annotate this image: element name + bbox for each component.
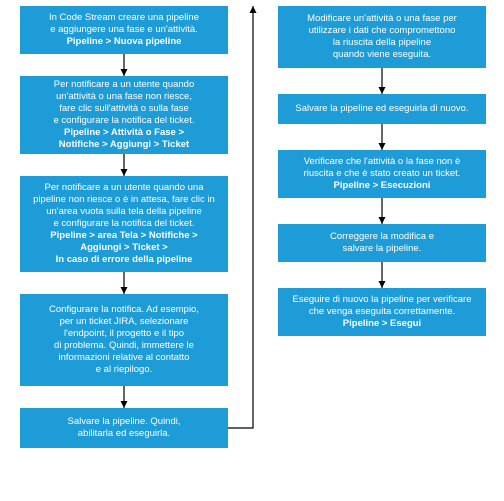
flow-node-text: Salvare la pipeline. Quindi, [67,416,180,428]
flow-node-text: e configurare la notifica del ticket. [54,218,195,230]
flow-node-text: Configurare la notifica. Ad esempio, [49,304,199,316]
flow-node-text: e configurare la notifica del ticket. [54,115,195,127]
flow-node-r2: Salvare la pipeline ed eseguirla di nuov… [278,94,486,124]
flow-node-text: l'endpoint, il progetto e il tipo [64,328,184,340]
flow-node-text: Pipeline > Nuova pipeline [67,36,182,48]
flow-node-text: Salvare la pipeline ed eseguirla di nuov… [295,103,468,115]
flow-node-text: Aggiungi > Ticket > [80,242,167,254]
flow-node-text: per un ticket JIRA, selezionare [60,316,189,328]
flow-node-text: Eseguire di nuovo la pipeline per verifi… [292,294,471,306]
flow-node-text: e al riepilogo. [96,364,153,376]
flow-node-text: salvare la pipeline. [343,243,422,255]
flow-node-text: la riuscita della pipeline [333,37,431,49]
flow-node-l5: Salvare la pipeline. Quindi,abilitarla e… [20,408,228,448]
flow-node-l1: In Code Stream creare una pipelinee aggi… [20,6,228,54]
flow-node-l3: Per notificare a un utente quando unapip… [20,176,228,272]
flow-node-text: Pipeline > Esecuzioni [334,180,431,192]
flow-node-l2: Per notificare a un utente quandoun'atti… [20,76,228,154]
flow-node-r4: Correggere la modifica esalvare la pipel… [278,224,486,262]
flow-node-text: un'area vuota sulla tela della pipeline [46,206,202,218]
flow-node-text: Pipeline > area Tela > Notifiche > [50,230,197,242]
flow-arrow [228,6,253,428]
flow-node-text: utilizzare i dati che compromettono [309,25,456,37]
flow-node-text: un'attività o una fase non riesce, [56,91,192,103]
flow-node-text: Per notificare a un utente quando una [45,182,204,194]
flow-node-text: riuscita e che è stato creato un ticket. [304,168,461,180]
flow-node-text: Verificare che l'attività o la fase non … [304,156,461,168]
flow-node-r5: Eseguire di nuovo la pipeline per verifi… [278,288,486,336]
flow-node-text: pipeline non riesce o è in attesa, fare … [33,194,215,206]
flow-node-text: che venga eseguita correttamente. [309,306,455,318]
flow-node-text: Pipeline > Esegui [343,318,421,330]
flow-node-text: quando viene eseguita. [333,49,431,61]
flow-node-text: Correggere la modifica e [330,231,434,243]
flow-node-text: In caso di errore della pipeline [56,254,193,266]
flow-node-text: fare clic sull'attività o sulla fase [59,103,189,115]
flow-node-text: Per notificare a un utente quando [54,79,195,91]
flow-node-text: Modificare un'attività o una fase per [307,13,457,25]
flow-node-text: informazioni relative al contatto [59,352,190,364]
flow-node-text: Pipeline > Attività o Fase > [64,127,184,139]
flow-node-r1: Modificare un'attività o una fase peruti… [278,6,486,68]
flow-node-text: abilitarla ed eseguirla. [78,428,170,440]
flow-node-text: In Code Stream creare una pipeline [49,12,199,24]
flow-node-text: e aggiungere una fase e un'attività. [50,24,198,36]
flow-node-l4: Configurare la notifica. Ad esempio,per … [20,294,228,386]
flow-node-text: Notifiche > Aggiungi > Ticket [59,139,189,151]
flow-node-r3: Verificare che l'attività o la fase non … [278,150,486,198]
flow-node-text: di problema. Quindi, immettere le [54,340,194,352]
